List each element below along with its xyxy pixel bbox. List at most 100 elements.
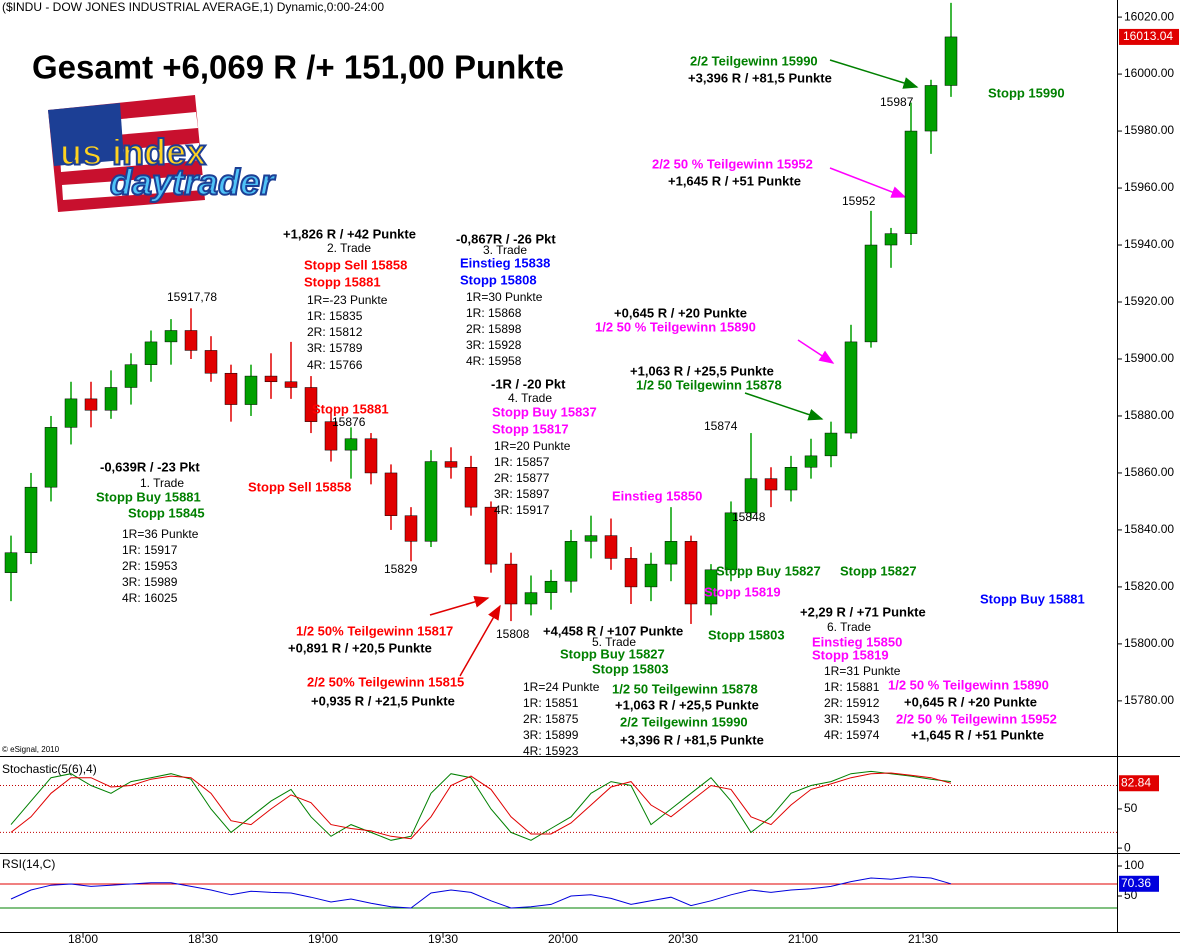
annotation: +1,645 R / +51 Punkte — [911, 727, 1044, 742]
annotation: Stopp 15808 — [460, 272, 537, 287]
candle-body — [424, 461, 438, 542]
y-tick-label: 15980.00 — [1124, 123, 1174, 137]
candle-body — [724, 512, 738, 571]
annotation: 1/2 50 Teilgewinn 15878 — [612, 681, 758, 696]
indicator-line — [10, 770, 952, 841]
candle-body — [644, 563, 658, 588]
annotation: Stopp 15803 — [592, 661, 669, 676]
last-value-label: 82.84 — [1121, 775, 1151, 789]
annotation: 4R: 15923 — [523, 744, 579, 758]
annotation: 2/2 50 % Teilgewinn 15952 — [896, 711, 1057, 726]
annotation: 3R: 15989 — [122, 575, 178, 589]
annotation: +3,396 R / +81,5 Punkte — [620, 732, 764, 747]
annotation: Stopp Sell 15858 — [248, 479, 351, 494]
annotation: +4,458 R / +107 Punkte — [543, 623, 683, 638]
annotation: Stopp Buy 15837 — [492, 404, 597, 419]
annotation: +0,935 R / +21,5 Punkte — [311, 693, 455, 708]
y-tick-label: 100 — [1124, 858, 1144, 872]
candle-body — [904, 130, 918, 234]
annotation: 1. Trade — [140, 476, 184, 490]
annotation: 2R: 15875 — [523, 712, 579, 726]
last-value-label: 70.36 — [1121, 876, 1151, 890]
annotation: 4R: 15974 — [824, 728, 880, 742]
annotation: +0,891 R / +20,5 Punkte — [288, 640, 432, 655]
annotation: Stopp 15845 — [128, 505, 205, 520]
arrows — [429, 59, 919, 677]
annotation: Einstieg 15850 — [812, 634, 902, 649]
annotation: 15829 — [384, 562, 418, 576]
annotation: 4R: 15917 — [494, 503, 550, 517]
candle-body — [164, 330, 178, 343]
annotation: 1R=-23 Punkte — [307, 293, 388, 307]
candle-body — [524, 592, 538, 605]
logo-text: us index — [60, 132, 206, 173]
annotation: 2. Trade — [327, 241, 371, 255]
y-tick-label: 16000.00 — [1124, 66, 1174, 80]
annotation: 4R: 16025 — [122, 591, 178, 605]
annotation: 2/2 Teilgewinn 15990 — [620, 714, 748, 729]
x-tick-label: 21:00 — [788, 932, 818, 945]
annotation: 15917,78 — [167, 290, 217, 304]
annotation: 2/2 50% Teilgewinn 15815 — [307, 674, 464, 689]
annotation: 15987 — [880, 95, 914, 109]
indicator-title: Stochastic(5(6),4) — [2, 762, 97, 776]
candle-body — [24, 486, 38, 553]
y-tick-label: 15940.00 — [1124, 237, 1174, 251]
x-tick-label: 19:30 — [428, 932, 458, 945]
annotation: 1R=36 Punkte — [122, 527, 199, 541]
candle-body — [824, 432, 838, 457]
annotation: 1R=20 Punkte — [494, 439, 571, 453]
candle-body — [84, 398, 98, 411]
annotation: 15876 — [332, 415, 366, 429]
annotation: 4. Trade — [508, 391, 552, 405]
candle-body — [864, 244, 878, 343]
annotation: Stopp 15827 — [840, 563, 917, 578]
candle-body — [884, 233, 898, 246]
annotation: 1R=24 Punkte — [523, 680, 600, 694]
candle-body — [184, 330, 198, 351]
y-tick-label: 15800.00 — [1124, 636, 1174, 650]
annotation: 3R: 15899 — [523, 728, 579, 742]
annotation: +1,645 R / +51 Punkte — [668, 173, 801, 188]
logo-text: daytrader — [110, 162, 276, 203]
y-tick-label: 15820.00 — [1124, 579, 1174, 593]
annotation: +1,063 R / +25,5 Punkte — [615, 697, 759, 712]
candle-body — [944, 36, 958, 86]
candle-body — [784, 466, 798, 491]
annotation: Stopp 15817 — [492, 421, 569, 436]
chart-title: ($INDU - DOW JONES INDUSTRIAL AVERAGE,1)… — [2, 0, 384, 14]
annotation: 1R: 15917 — [122, 543, 178, 557]
candle-body — [764, 478, 778, 491]
candle-body — [584, 535, 598, 542]
annotation: Stopp Buy 15827 — [560, 646, 665, 661]
y-tick-label: 15920.00 — [1124, 294, 1174, 308]
candle-body — [284, 381, 298, 388]
candle-body — [244, 375, 258, 405]
candle-body — [404, 515, 418, 542]
last-value-box — [1119, 875, 1159, 892]
candle-body — [704, 569, 718, 605]
annotation: 1R: 15868 — [466, 306, 522, 320]
logo: us index daytrader — [48, 95, 277, 212]
annotation: -1R / -20 Pkt — [491, 376, 566, 391]
candle-body — [304, 387, 318, 422]
annotation: 6. Trade — [827, 620, 871, 634]
candle-body — [804, 455, 818, 468]
candle-body — [504, 563, 518, 605]
annotation: Stopp 15819 — [704, 584, 781, 599]
candle-body — [104, 387, 118, 411]
annotation: 15848 — [732, 510, 766, 524]
x-tick-label: 18:30 — [188, 932, 218, 945]
annotation: 3R: 15928 — [466, 338, 522, 352]
candle-body — [624, 558, 638, 588]
annotation: Stopp 15990 — [988, 85, 1065, 100]
candle-body — [124, 364, 138, 388]
candle-body — [564, 541, 578, 582]
annotation: +0,645 R / +20 Punkte — [614, 305, 747, 320]
candle-body — [604, 535, 618, 559]
annotation: 2/2 50 % Teilgewinn 15952 — [652, 156, 813, 171]
price-panel — [4, 2, 958, 624]
annotation: +2,29 R / +71 Punkte — [800, 604, 926, 619]
